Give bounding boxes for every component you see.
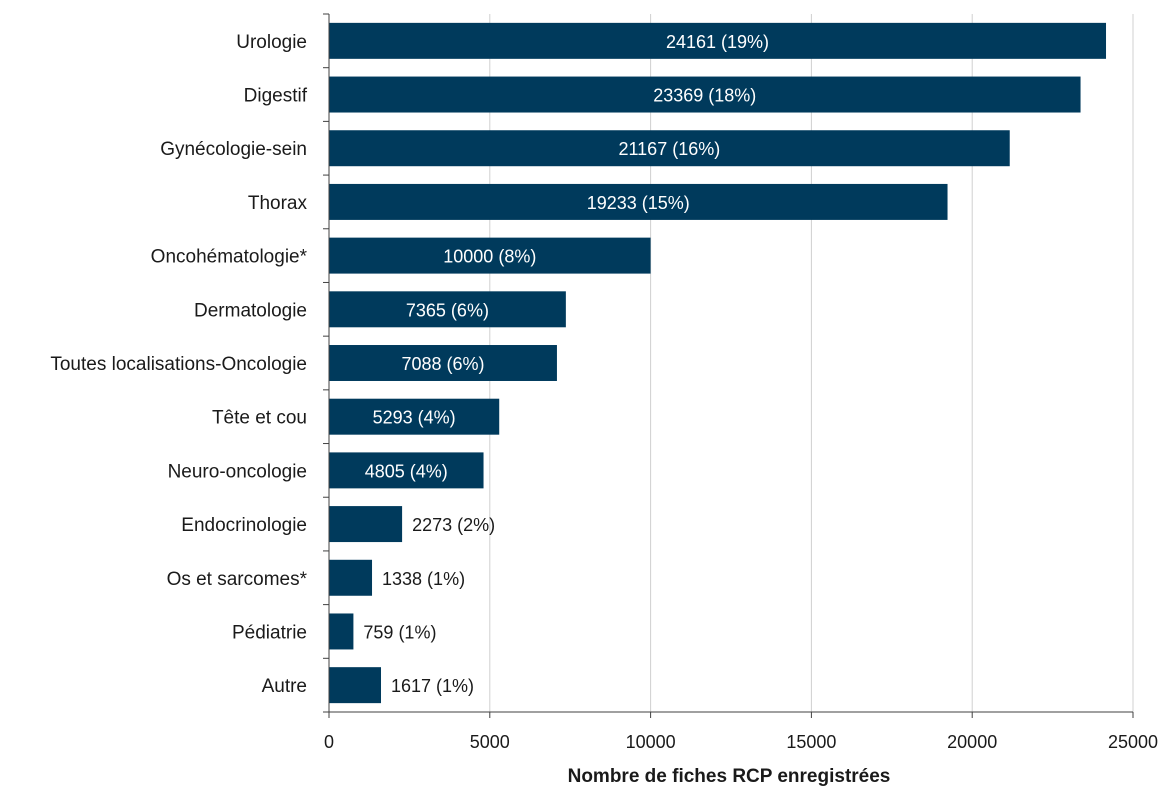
data-label: 5293 (4%) bbox=[373, 408, 456, 428]
bar bbox=[329, 559, 373, 596]
category-label: Autre bbox=[262, 676, 307, 697]
bar bbox=[329, 506, 403, 543]
bar bbox=[329, 345, 557, 381]
x-tick-label: 25000 bbox=[1108, 732, 1158, 752]
data-label: 759 (1%) bbox=[363, 622, 436, 642]
bar bbox=[329, 130, 1010, 167]
category-label: Thorax bbox=[248, 193, 308, 214]
bar bbox=[329, 667, 382, 704]
x-tick-label: 15000 bbox=[786, 732, 836, 752]
bar bbox=[329, 452, 484, 489]
x-tick-label: 20000 bbox=[947, 732, 997, 752]
category-label: Dermatologie bbox=[194, 300, 307, 321]
category-label: Os et sarcomes* bbox=[167, 569, 308, 590]
category-label: Toutes localisations-Oncologie bbox=[50, 354, 307, 375]
bar bbox=[329, 291, 566, 328]
data-label: 10000 (8%) bbox=[443, 247, 536, 267]
category-label: Tête et cou bbox=[212, 408, 307, 429]
bars bbox=[329, 22, 1107, 704]
bar bbox=[329, 613, 354, 650]
x-tick-label: 0 bbox=[324, 732, 334, 752]
data-label: 21167 (16%) bbox=[618, 139, 720, 159]
data-label: 19233 (15%) bbox=[587, 193, 690, 213]
axes bbox=[323, 13, 1134, 718]
data-label: 7088 (6%) bbox=[401, 354, 484, 374]
x-tick-label: 5000 bbox=[470, 732, 510, 752]
x-axis-title: Nombre de fiches RCP enregistrées bbox=[568, 766, 891, 787]
x-tick-label: 10000 bbox=[626, 732, 676, 752]
labels: Urologie 24161 (19%) Digestif 23369 (18%) Gy… bbox=[50, 32, 1158, 752]
bar bbox=[329, 22, 1107, 59]
data-label: 1338 (1%) bbox=[382, 569, 465, 589]
data-label: 2273 (2%) bbox=[412, 515, 495, 535]
bar bbox=[329, 398, 500, 435]
gridlines bbox=[489, 14, 1134, 712]
category-label: Digestif bbox=[244, 86, 308, 107]
category-label: Pédiatrie bbox=[232, 622, 307, 643]
bar bbox=[329, 76, 1081, 113]
category-label: Neuro-oncologie bbox=[168, 461, 307, 482]
category-label: Endocrinologie bbox=[181, 515, 307, 536]
data-label: 4805 (4%) bbox=[365, 461, 448, 481]
category-label: Urologie bbox=[236, 32, 307, 53]
bar bbox=[329, 183, 948, 220]
data-label: 23369 (18%) bbox=[653, 86, 756, 106]
data-label: 24161 (19%) bbox=[666, 32, 769, 52]
category-label: Gynécologie-sein bbox=[160, 139, 307, 160]
category-label: Oncohématologie* bbox=[151, 247, 308, 268]
bar bbox=[329, 237, 651, 274]
data-label: 7365 (6%) bbox=[406, 300, 489, 320]
data-label: 1617 (1%) bbox=[391, 676, 474, 696]
